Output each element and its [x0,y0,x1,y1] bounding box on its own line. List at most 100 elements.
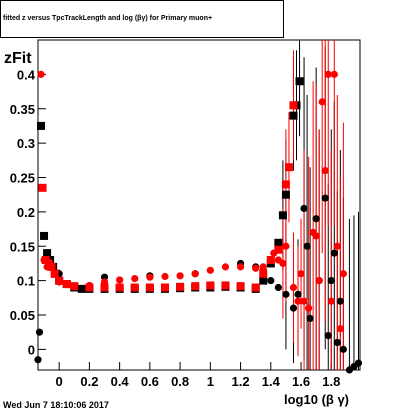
chart-title: fitted z versus TpcTrackLength and log (… [3,15,213,22]
y-tick-label: 0.05 [10,308,35,323]
data-point [206,266,214,274]
data-point [43,263,51,271]
data-point [50,269,59,278]
data-point [278,211,287,220]
data-point [339,345,347,353]
x-tick-label: 0.8 [171,374,189,389]
x-axis-label: log10 (β γ) [284,392,349,407]
data-point [85,281,93,290]
data-point [281,190,290,199]
data-point [289,101,298,110]
data-point [221,263,230,271]
data-point [333,338,341,347]
data-point [324,70,332,78]
data-point [336,325,344,333]
data-points [34,70,363,374]
y-axis: 0 0.05 0.1 0.15 0.2 0.25 0.3 0.35 0.4 [10,67,46,357]
error-bars [282,40,359,370]
x-tick-label: 0.6 [141,374,159,389]
data-point [38,183,47,192]
x-tick-label: 0 [56,374,63,389]
data-point [318,98,326,106]
x-tick-label: 1.8 [322,374,340,389]
data-point [284,163,293,172]
data-point [324,332,332,340]
y-tick-label: 0.2 [17,205,35,220]
data-point [35,328,44,336]
data-point [327,277,335,285]
data-point [55,278,63,286]
data-point [267,256,275,264]
data-point [116,276,124,284]
data-point [330,70,338,78]
data-point [161,272,169,281]
x-tick-label: 1.4 [262,374,281,389]
data-point [176,272,184,280]
data-point [37,70,45,78]
xlabel-text: log10 (β γ) [284,392,349,407]
data-point [303,242,311,250]
data-point [146,273,154,281]
data-point [294,290,302,298]
data-point [300,204,308,213]
data-point [191,270,199,278]
data-point [295,77,304,86]
data-point [236,282,245,291]
data-point [294,297,302,305]
data-point [289,283,298,292]
data-point [282,290,290,298]
data-point [130,283,139,292]
x-tick-label: 1.2 [232,374,250,389]
data-point [267,277,275,285]
x-tick-label: 0.2 [80,374,98,389]
y-tick-label: 0.35 [10,102,35,117]
y-tick-label: 0.1 [17,274,35,289]
data-point [40,256,48,264]
data-point [40,231,49,240]
data-point [191,282,200,291]
title-box: fitted z versus TpcTrackLength and log (… [0,0,284,38]
data-point [297,270,305,278]
data-point [37,121,46,130]
data-point [62,280,71,289]
x-tick-label: 1.6 [292,374,310,389]
data-point [145,283,154,292]
data-point [274,238,283,247]
y-tick-label: 0.25 [10,171,35,186]
data-point [315,277,323,285]
data-point [327,297,335,305]
plot-frame [37,39,361,371]
data-point [289,111,298,120]
data-point [330,249,338,257]
data-point [206,281,215,290]
data-point [252,264,260,272]
data-point [47,262,56,271]
data-point [77,284,86,293]
data-point [43,249,52,258]
data-point [160,283,169,292]
data-point [100,283,109,292]
data-point [279,259,287,268]
data-point [354,359,363,367]
data-point [251,283,260,292]
data-point [221,281,230,290]
y-tick-label: 0 [28,342,35,357]
data-point [289,304,298,312]
x-axis: 0 0.2 0.4 0.6 0.8 1 1.2 1.4 1.6 1.8 [56,362,340,389]
y-tick-label: 0.4 [17,67,36,82]
data-point [131,274,139,283]
y-tick-label: 0.3 [17,136,35,151]
data-point [274,245,283,254]
y-axis-label: zFit [4,50,32,68]
data-point [34,356,42,364]
y-tick-label: 0.15 [10,239,35,254]
data-point [305,304,313,312]
data-point [312,215,320,223]
data-point [339,270,347,278]
timestamp: Wed Jun 7 18:10:06 2017 [3,400,109,410]
data-point [281,180,290,189]
x-tick-label: 1 [207,374,214,389]
data-point [100,278,109,286]
data-point [259,263,267,271]
